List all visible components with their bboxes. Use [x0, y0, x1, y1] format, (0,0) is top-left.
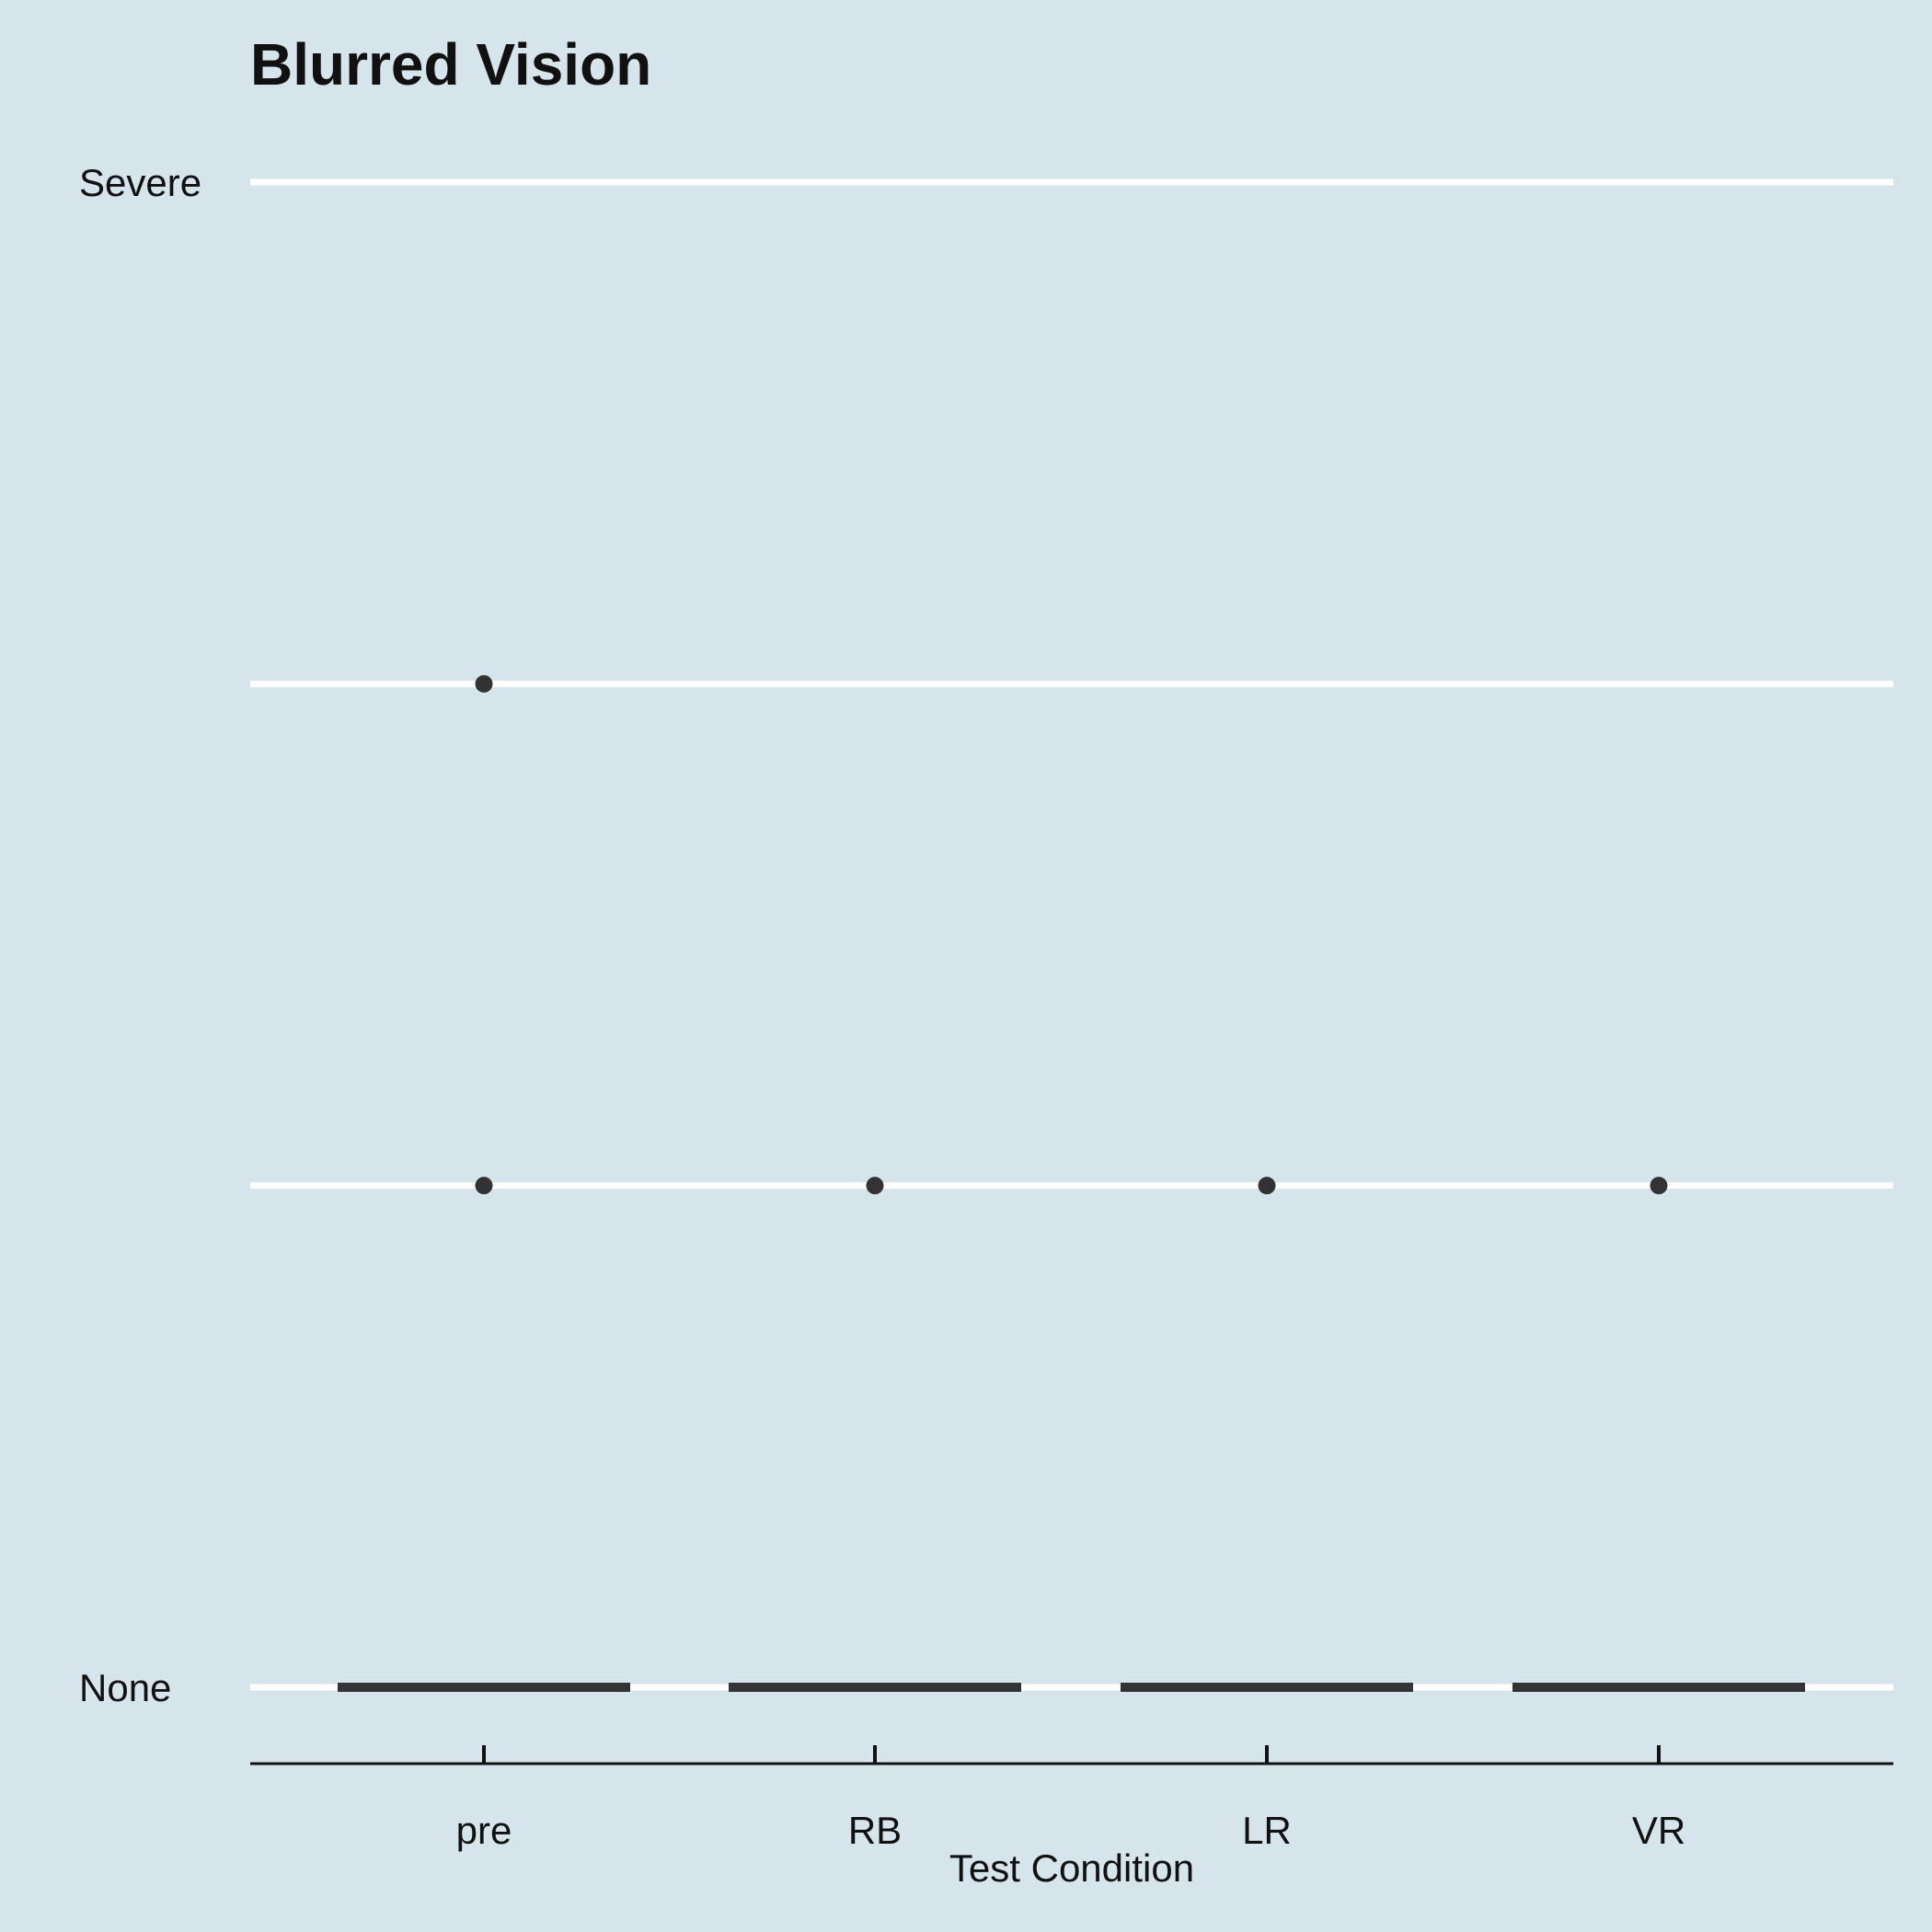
x-tick-label-pre: pre	[456, 1809, 512, 1852]
x-tick-label-rb: RB	[848, 1809, 902, 1852]
outlier-point-lr-1	[1258, 1177, 1276, 1195]
outlier-point-pre-2	[475, 674, 493, 693]
y-tick-label-none: None	[79, 1666, 171, 1709]
outlier-point-pre-1	[475, 1177, 493, 1195]
outlier-point-rb-1	[866, 1177, 884, 1195]
y-tick-label-severe: Severe	[79, 161, 201, 204]
x-tick-label-lr: LR	[1242, 1809, 1292, 1852]
outlier-points	[475, 674, 1668, 1195]
chart-title: Blurred Vision	[250, 31, 651, 98]
outlier-point-vr-1	[1650, 1177, 1668, 1195]
x-tick-label-vr: VR	[1632, 1809, 1685, 1852]
x-axis: pre RB LR VR	[250, 1745, 1893, 1852]
x-axis-label: Test Condition	[949, 1846, 1194, 1890]
y-axis: None Severe	[79, 161, 201, 1709]
